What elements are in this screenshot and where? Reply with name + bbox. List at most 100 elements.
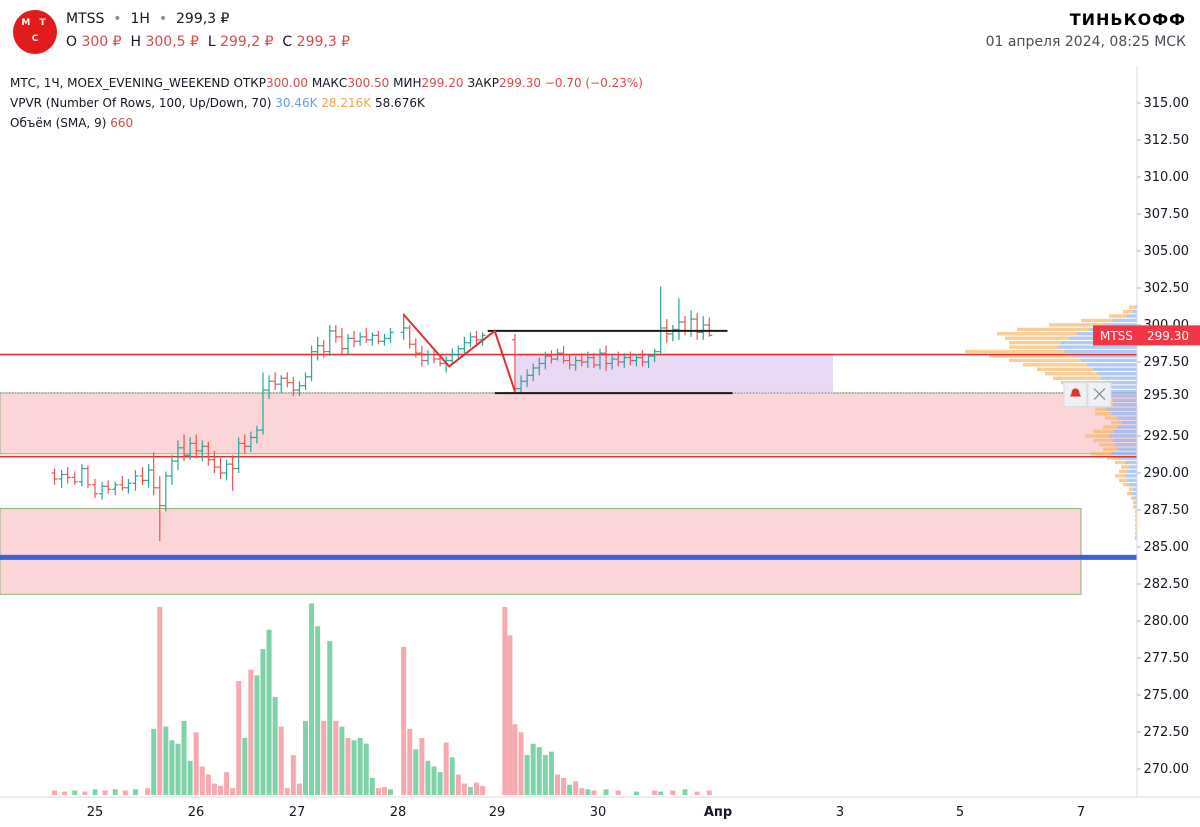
volume-bar bbox=[548, 751, 554, 795]
vpvr-down-row bbox=[1017, 327, 1089, 332]
close-icon bbox=[1093, 388, 1106, 401]
volume-bar bbox=[567, 784, 573, 795]
volume-bar bbox=[224, 772, 230, 795]
bell-icon bbox=[1070, 388, 1081, 397]
price-tick-label: 285.00 bbox=[1144, 540, 1190, 555]
vpvr-down-row bbox=[1123, 483, 1129, 487]
vpvr-up-row bbox=[1135, 505, 1137, 509]
volume-bar bbox=[512, 724, 518, 795]
close-label: C bbox=[282, 34, 293, 50]
price-tick-label: 312.50 bbox=[1144, 133, 1190, 148]
vpvr-down-row bbox=[1045, 372, 1097, 376]
volume-bar bbox=[321, 720, 327, 795]
volume-bar bbox=[175, 743, 181, 795]
price-tick-label: 315.00 bbox=[1144, 96, 1190, 111]
vpvr-up-row bbox=[1101, 376, 1137, 380]
vpvr-up-row bbox=[1107, 407, 1137, 411]
vpvr-up-row bbox=[1135, 536, 1137, 540]
volume-bar bbox=[242, 738, 248, 795]
volume-bar bbox=[260, 649, 266, 795]
volume-bar bbox=[151, 728, 157, 795]
vpvr-up: 30.46K bbox=[275, 96, 318, 110]
vpvr-down-row bbox=[1091, 451, 1111, 456]
legend-open-value: 300.00 bbox=[266, 76, 309, 90]
volume-bar bbox=[112, 789, 118, 795]
close-value: 299,3 ₽ bbox=[296, 34, 351, 50]
dot-separator-1: • bbox=[108, 11, 127, 27]
volume-bar bbox=[401, 646, 407, 795]
time-axis-bg[interactable] bbox=[0, 797, 1200, 827]
price-axis-bg[interactable] bbox=[1137, 66, 1200, 827]
chart-header: М Т С MTSS • 1H • 299,3 ₽ O 300 ₽ H 300,… bbox=[0, 0, 1200, 66]
vpvr-down-row bbox=[1135, 518, 1137, 522]
volume-bar bbox=[437, 772, 443, 795]
vpvr-up-row bbox=[1073, 354, 1137, 358]
volume-bar bbox=[449, 757, 455, 795]
time-tick-label: Апр bbox=[704, 805, 732, 820]
vpvr-down-row bbox=[1049, 323, 1105, 327]
volume-bar bbox=[467, 787, 473, 795]
volume-bar bbox=[530, 743, 536, 795]
volume-bar bbox=[502, 606, 508, 795]
vpvr-down-row bbox=[1103, 447, 1117, 451]
vpvr-up-row bbox=[1113, 318, 1137, 323]
legend-high-label: МАКС bbox=[311, 76, 348, 90]
volume-bar bbox=[480, 785, 486, 795]
volume-bar bbox=[573, 781, 579, 795]
vpvr-up-row bbox=[1081, 358, 1137, 363]
time-tick-label: 5 bbox=[956, 805, 964, 820]
volume-bar bbox=[524, 755, 530, 795]
volume-name[interactable]: Объём (SMA, 9) bbox=[10, 116, 107, 130]
volume-bar bbox=[554, 774, 560, 795]
price-tick-label: 290.00 bbox=[1144, 466, 1190, 481]
volume-bar bbox=[419, 738, 425, 795]
alert-price-tag[interactable] bbox=[1137, 384, 1200, 405]
legend-vpvr: VPVR (Number Of Rows, 100, Up/Down, 70) … bbox=[10, 96, 425, 110]
vpvr-up-row bbox=[1133, 309, 1137, 314]
legend-low-label: МИН bbox=[393, 76, 422, 90]
time-tick-label: 3 bbox=[836, 805, 844, 820]
zigzag-pattern[interactable] bbox=[402, 313, 516, 392]
vpvr-up-row bbox=[1113, 398, 1137, 403]
ticker[interactable]: MTSS bbox=[66, 11, 105, 27]
volume-bar bbox=[92, 789, 98, 795]
legend-symbol[interactable]: МТС, 1Ч, MOEX_EVENING_WEEKEND bbox=[10, 76, 230, 90]
ohlc-line: O 300 ₽ H 300,5 ₽ L 299,2 ₽ C 299,3 ₽ bbox=[66, 34, 350, 50]
vpvr-up-row bbox=[1105, 380, 1137, 385]
volume-bar bbox=[205, 774, 211, 795]
zone-upper-zone[interactable] bbox=[0, 392, 1138, 455]
vpvr-down-row bbox=[1135, 509, 1137, 514]
price-chart[interactable]: 270.00 272.50 275.00 277.50 280.00 282.50 285.… bbox=[0, 66, 1200, 827]
volume-bar bbox=[339, 726, 345, 795]
vpvr-up-row bbox=[1125, 474, 1137, 478]
low-label: L bbox=[207, 34, 216, 50]
open-label: O bbox=[66, 34, 78, 50]
volume-bar bbox=[193, 732, 199, 795]
time-axis: 25 26 27 28 29 30 Апр 3 5 7 bbox=[0, 796, 1200, 827]
vpvr-up-row bbox=[1133, 487, 1137, 491]
price-tick-label: 280.00 bbox=[1144, 614, 1190, 629]
volume-bar bbox=[315, 626, 321, 795]
vpvr-up-row bbox=[1121, 420, 1137, 425]
range-box[interactable] bbox=[514, 354, 833, 394]
vpvr-up-row bbox=[1127, 478, 1137, 482]
vpvr-down-row bbox=[1135, 531, 1137, 536]
interval[interactable]: 1H bbox=[130, 11, 150, 27]
legend-change: −0.70 (−0.23%) bbox=[544, 76, 643, 90]
vpvr-up-row bbox=[1113, 403, 1137, 407]
volume-bar bbox=[309, 603, 315, 795]
vpvr-name[interactable]: VPVR (Number Of Rows, 100, Up/Down, 70) bbox=[10, 96, 272, 110]
current-price-tag[interactable] bbox=[1093, 325, 1200, 346]
high-label: H bbox=[130, 34, 142, 50]
zone-lower-zone[interactable] bbox=[0, 508, 1082, 595]
vpvr-down-row bbox=[965, 349, 1065, 354]
time-tick-label: 25 bbox=[87, 805, 104, 820]
vpvr-up-row bbox=[1109, 434, 1137, 438]
legend-high-value: 300.50 bbox=[347, 76, 390, 90]
volume-bar bbox=[132, 789, 138, 795]
volume-bar bbox=[652, 790, 658, 795]
volume-bar bbox=[187, 760, 193, 795]
vpvr-down-row bbox=[1115, 474, 1125, 478]
volume-bar bbox=[272, 696, 278, 795]
brand-logo: ТИНЬКОФФ bbox=[1069, 10, 1186, 29]
